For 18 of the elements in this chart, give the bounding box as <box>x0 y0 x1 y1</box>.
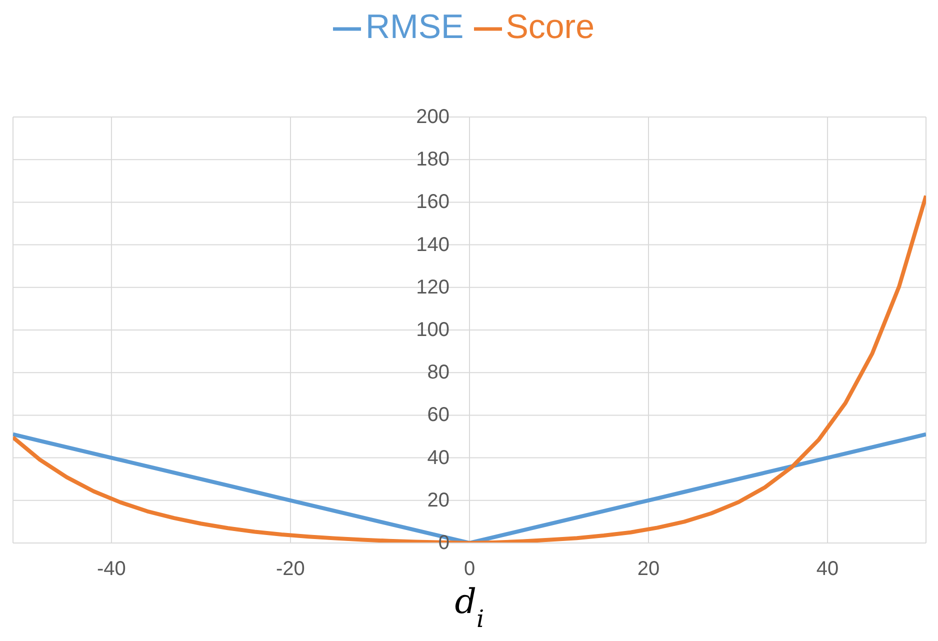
x-tick-label: -20 <box>276 558 305 580</box>
x-tick-label: 20 <box>637 558 660 580</box>
y-tick-label: 100 <box>416 319 450 341</box>
y-tick-label: 60 <box>427 404 450 426</box>
y-tick-label: 180 <box>416 148 450 171</box>
y-tick-label: 140 <box>416 234 450 256</box>
y-tick-label: 40 <box>427 446 450 469</box>
legend-label: RMSE <box>365 8 464 46</box>
x-axis-title: d$_{i}$ <box>454 582 484 633</box>
legend-label: Score <box>506 8 595 46</box>
y-tick-label: 160 <box>416 191 450 214</box>
y-tick-label: 200 <box>416 106 450 128</box>
y-tick-label: 80 <box>427 362 450 384</box>
x-tick-label: -40 <box>97 558 126 580</box>
x-tick-label: 40 <box>816 558 839 580</box>
y-tick-label: 120 <box>416 276 450 298</box>
y-tick-label: 20 <box>427 489 450 512</box>
x-tick-label: 0 <box>464 558 476 580</box>
